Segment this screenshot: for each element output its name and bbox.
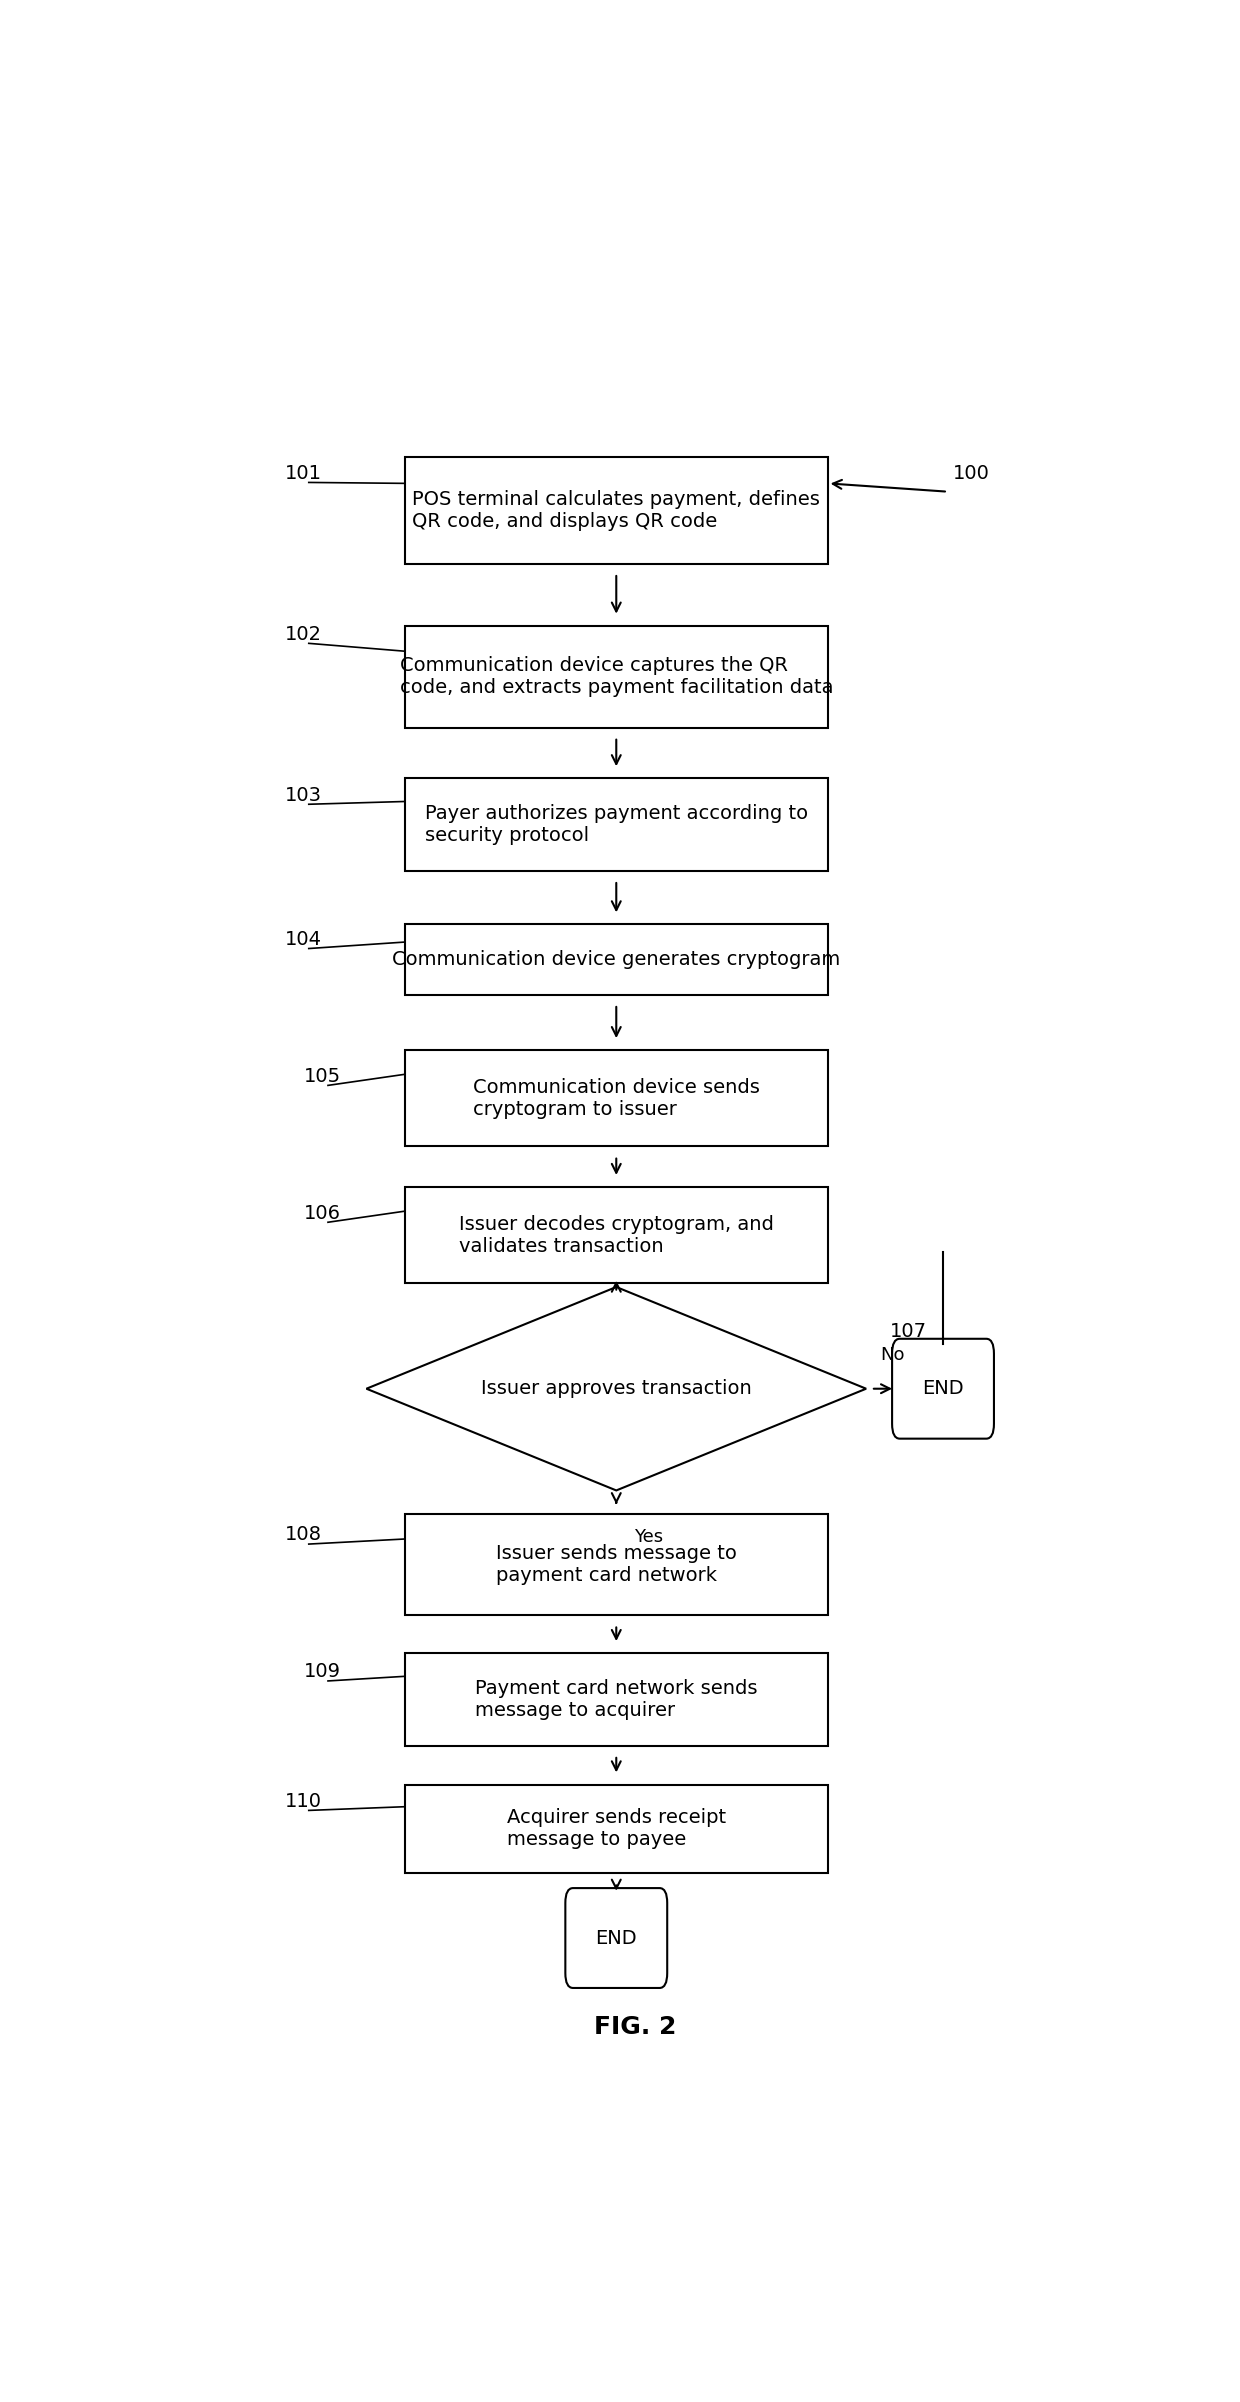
Text: Payment card network sends
message to acquirer: Payment card network sends message to ac… xyxy=(475,1679,758,1720)
FancyBboxPatch shape xyxy=(404,1187,828,1283)
FancyBboxPatch shape xyxy=(565,1888,667,1989)
Text: 110: 110 xyxy=(285,1792,321,1811)
Text: 104: 104 xyxy=(285,930,321,949)
Text: 106: 106 xyxy=(304,1203,341,1223)
FancyBboxPatch shape xyxy=(892,1338,994,1439)
Text: 107: 107 xyxy=(890,1321,928,1340)
FancyBboxPatch shape xyxy=(404,627,828,728)
Text: 101: 101 xyxy=(285,464,321,483)
Text: Acquirer sends receipt
message to payee: Acquirer sends receipt message to payee xyxy=(507,1809,725,1850)
FancyBboxPatch shape xyxy=(404,1653,828,1746)
Text: Yes: Yes xyxy=(634,1528,662,1544)
Text: 105: 105 xyxy=(304,1066,341,1086)
Text: Issuer decodes cryptogram, and
validates transaction: Issuer decodes cryptogram, and validates… xyxy=(459,1215,774,1256)
Text: 102: 102 xyxy=(285,625,321,644)
Text: END: END xyxy=(923,1379,963,1398)
FancyBboxPatch shape xyxy=(404,1785,828,1874)
FancyBboxPatch shape xyxy=(404,925,828,994)
FancyBboxPatch shape xyxy=(404,1513,828,1614)
Text: 103: 103 xyxy=(285,785,321,805)
Text: Communication device generates cryptogram: Communication device generates cryptogra… xyxy=(392,951,841,968)
Text: Issuer sends message to
payment card network: Issuer sends message to payment card net… xyxy=(496,1544,737,1585)
FancyBboxPatch shape xyxy=(404,778,828,872)
Text: 108: 108 xyxy=(285,1525,321,1544)
Text: Communication device captures the QR
code, and extracts payment facilitation dat: Communication device captures the QR cod… xyxy=(399,656,833,697)
Text: END: END xyxy=(595,1929,637,1948)
FancyBboxPatch shape xyxy=(404,456,828,564)
Text: Payer authorizes payment according to
security protocol: Payer authorizes payment according to se… xyxy=(425,805,807,846)
Text: FIG. 2: FIG. 2 xyxy=(594,2015,677,2039)
Text: POS terminal calculates payment, defines
QR code, and displays QR code: POS terminal calculates payment, defines… xyxy=(413,490,820,531)
Text: Issuer approves transaction: Issuer approves transaction xyxy=(481,1379,751,1398)
Polygon shape xyxy=(367,1287,866,1489)
FancyBboxPatch shape xyxy=(404,1050,828,1146)
Text: 109: 109 xyxy=(304,1662,341,1681)
Text: No: No xyxy=(880,1348,905,1364)
Text: 100: 100 xyxy=(952,464,990,483)
Text: Communication device sends
cryptogram to issuer: Communication device sends cryptogram to… xyxy=(472,1078,760,1119)
